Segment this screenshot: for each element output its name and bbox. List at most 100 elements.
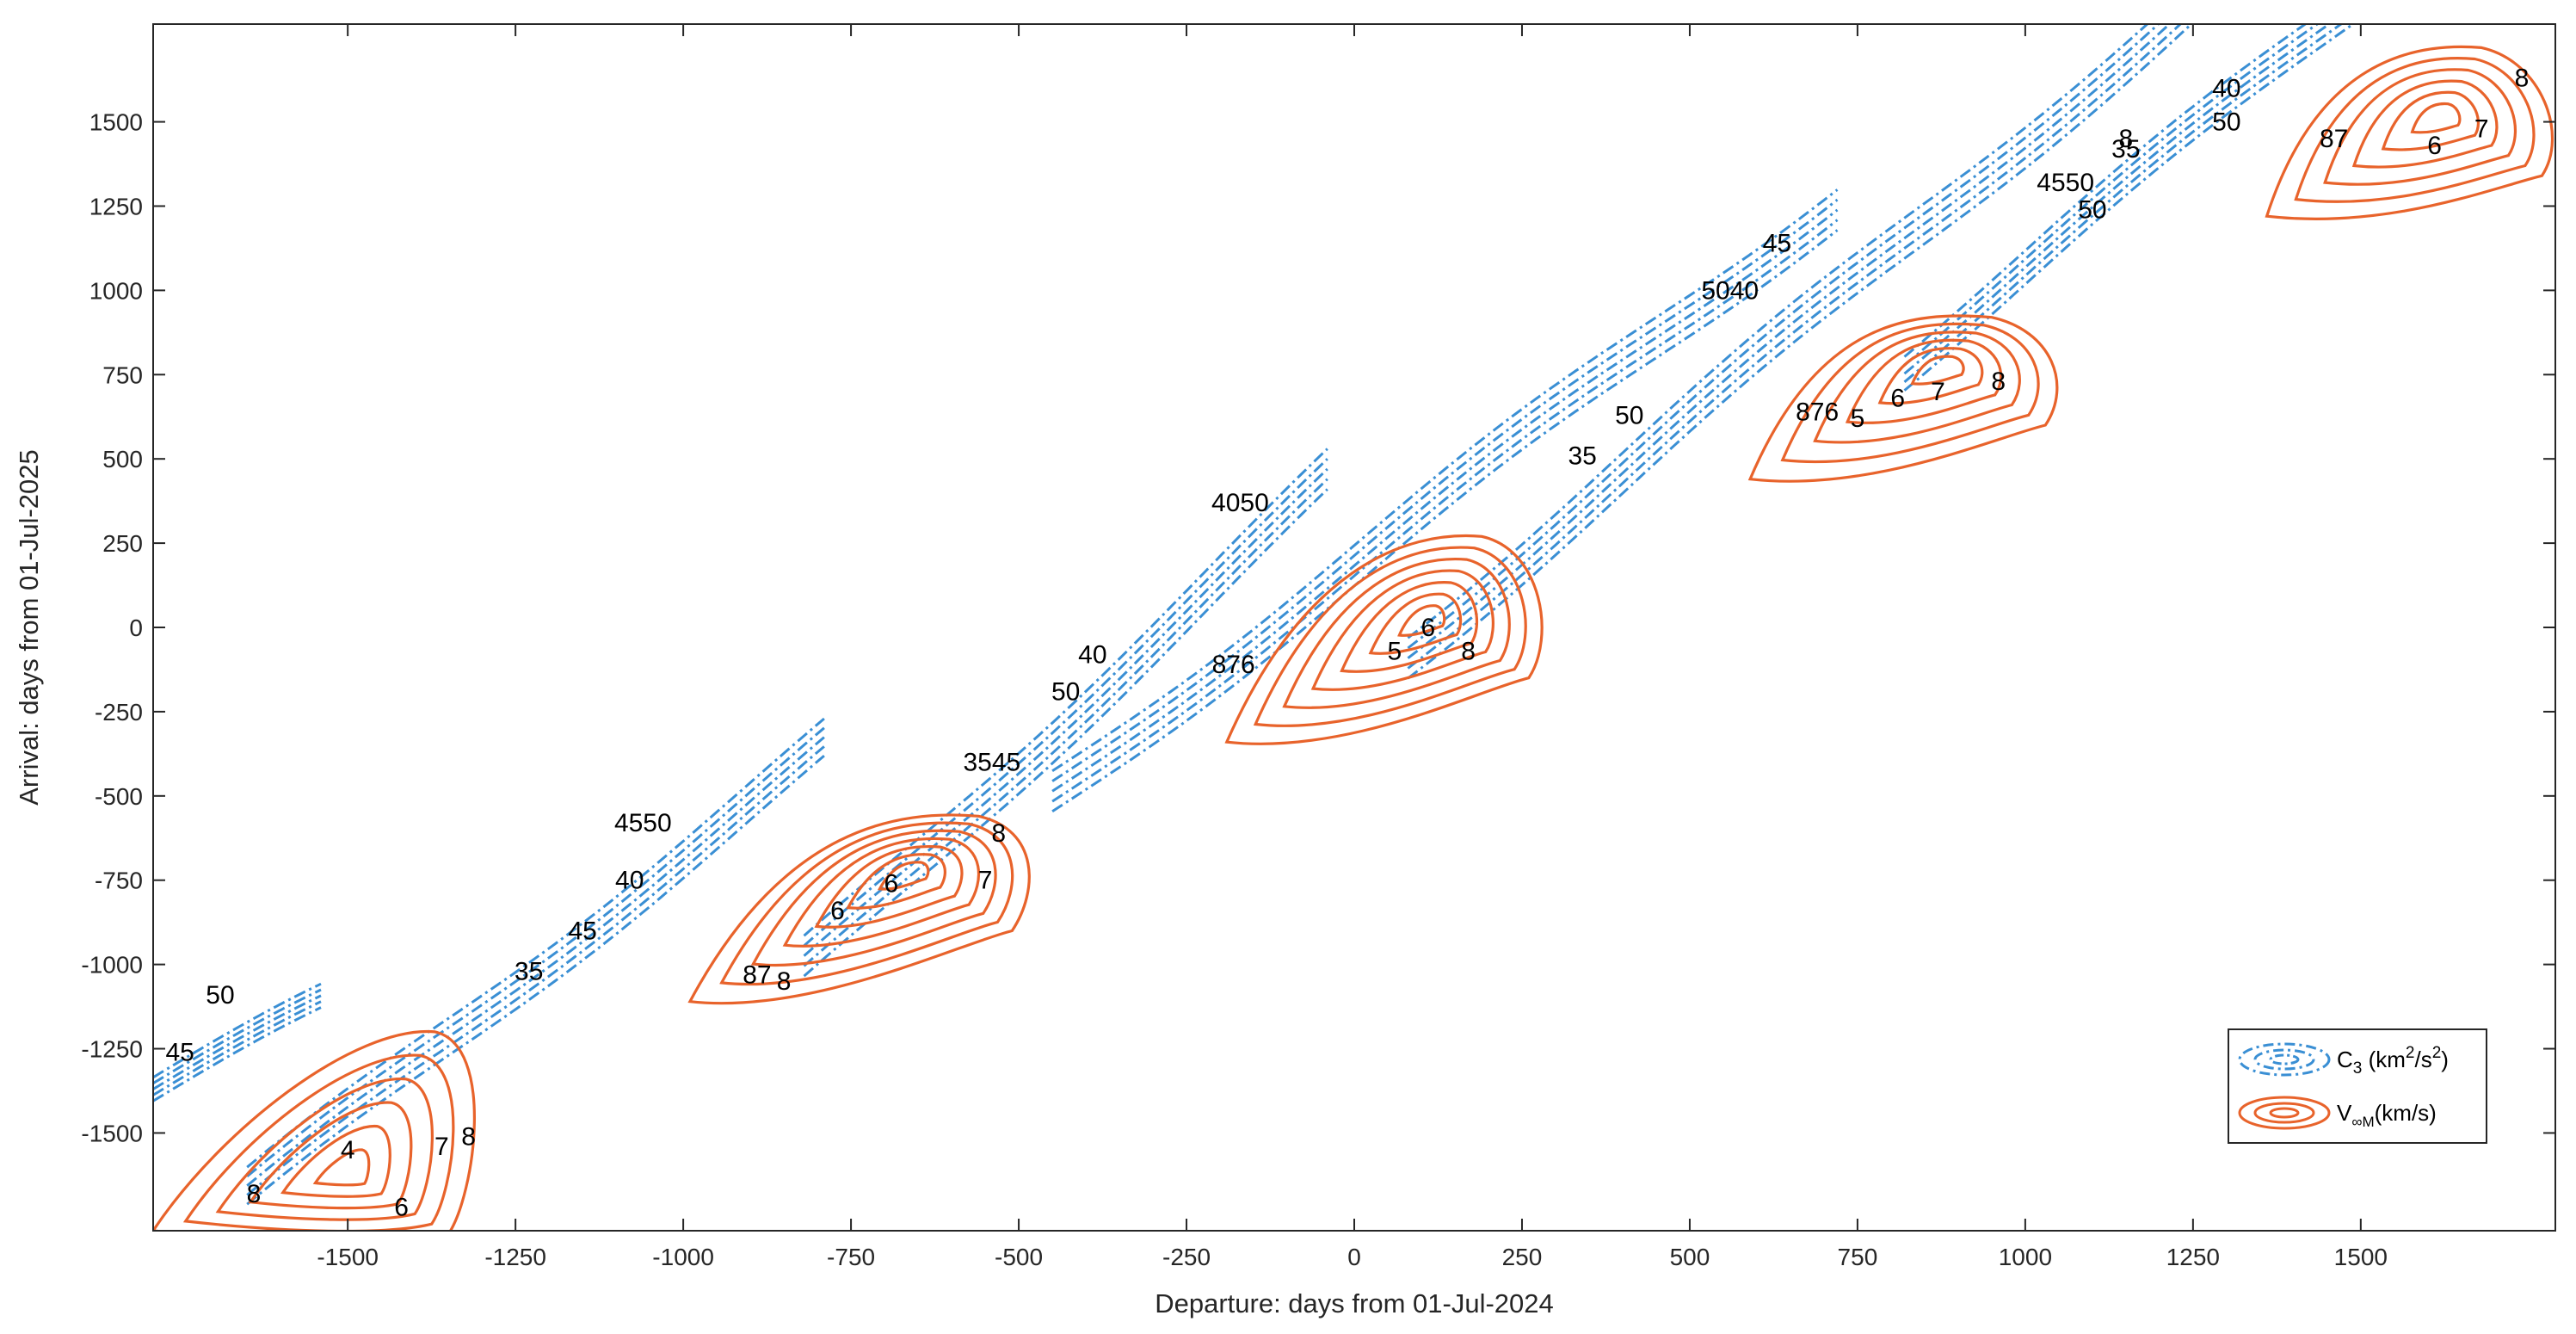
c3-contour-line (246, 736, 825, 1187)
vinf-contour-line (687, 813, 1031, 1005)
vinf-contour-line (2294, 57, 2536, 203)
c3-contour-line (803, 488, 1328, 978)
c3-contour-line (1407, 24, 2160, 650)
c3-contour-line (1051, 229, 1839, 813)
c3-contour-label: 4550 (614, 809, 672, 837)
y-tick-label: 1000 (89, 277, 143, 304)
c3-contour-line (1051, 198, 1839, 782)
vinf-contour-line (215, 1078, 434, 1221)
c3-contour-line (1051, 188, 1839, 773)
vinf-contour-label: 6 (1890, 385, 1905, 413)
c3-contour-line (803, 448, 1328, 937)
vinf-contour-label: 8 (1991, 367, 2006, 396)
vinf-contour-label: 7 (434, 1133, 449, 1161)
x-axis-ticks: -1500 -1250 -1000 -750 -500 -250 0 250 500 750 100… (317, 24, 2388, 1270)
c3-contour-label: 50 (2212, 108, 2240, 137)
legend-vinf-label: V∞M(km/s) (2337, 1100, 2437, 1130)
vinf-contour-line (1368, 592, 1463, 655)
vinf-contour-line (153, 1030, 476, 1231)
c3-contour-line (1903, 24, 2344, 383)
c3-contour-line (1051, 208, 1839, 793)
c3-contour-line (153, 1000, 322, 1096)
vinf-contour-line (280, 1124, 391, 1198)
x-tick-label: -1500 (317, 1244, 379, 1270)
x-tick-label: 1500 (2334, 1244, 2388, 1270)
vinf-contour-label: 8 (2119, 125, 2134, 153)
vinf-contour-line (1282, 557, 1511, 709)
vinf-contour-line (2323, 68, 2517, 186)
vinf-contour-line (1224, 534, 1544, 745)
x-tick-label: -500 (995, 1244, 1043, 1270)
c3-contour-label: 50 (1051, 677, 1080, 706)
c3-contour-line (1903, 24, 2332, 375)
c3-contour-label: 4050 (1211, 489, 1269, 517)
c3-contour-line (1407, 24, 2183, 670)
c3-contour-line (246, 726, 825, 1178)
vinf-contour-line (2381, 90, 2480, 151)
c3-contour-line (1051, 219, 1839, 803)
vinf-contour-label: 5 (1851, 405, 1865, 433)
y-tick-label: 250 (102, 530, 143, 557)
vinf-contour-lines (153, 45, 2554, 1231)
vinf-contour-label: 8 (991, 819, 1006, 848)
vinf-contour-label: 7 (1931, 378, 1945, 406)
vinf-contour-line (1910, 355, 1965, 386)
c3-contour-label: 5040 (1701, 276, 1759, 305)
c3-contour-label: 45 (1763, 230, 1791, 258)
vinf-contour-label: 6 (394, 1194, 409, 1222)
c3-contour-label: 50 (206, 981, 234, 1010)
vinf-contour-label: 8 (777, 967, 792, 996)
x-tick-label: 250 (1502, 1244, 1543, 1270)
y-tick-label: -500 (95, 783, 143, 810)
legend: C3 (km2/s2) V∞M(km/s) (2228, 1028, 2487, 1144)
vinf-contour-line (1397, 604, 1446, 637)
c3-contour-label: 40 (615, 867, 644, 895)
c3-contour-line (153, 982, 322, 1079)
vinf-contour-line (1877, 347, 1984, 405)
y-tick-label: -1250 (81, 1036, 143, 1063)
c3-contour-label: 50 (2078, 195, 2106, 224)
x-tick-label: 750 (1838, 1244, 1878, 1270)
x-tick-label: -250 (1162, 1244, 1211, 1270)
c3-contour-line (153, 1006, 322, 1102)
vinf-contour-line (1340, 581, 1479, 673)
vinf-contour-label: 876 (1212, 651, 1255, 679)
c3-contour-line (1407, 24, 2194, 680)
vinf-contour-line (750, 829, 997, 967)
vinf-contour-line (182, 1053, 455, 1231)
legend-c3-swatch (2238, 1042, 2331, 1077)
c3-contour-label: 35 (515, 957, 543, 985)
c3-contour-line (1407, 24, 2172, 659)
vinf-contour-label: 8 (2515, 65, 2530, 93)
vinf-contour-label: 87 (2320, 125, 2348, 153)
vinf-contour-label: 7 (978, 867, 993, 895)
c3-contour-line (153, 988, 322, 1084)
legend-vinf-swatch (2238, 1096, 2331, 1130)
c3-contour-label: 35 (2111, 135, 2140, 164)
vinf-contour-line (2410, 102, 2462, 134)
x-tick-label: -1250 (484, 1244, 546, 1270)
y-tick-label: -1500 (81, 1120, 143, 1146)
y-axis-ticks: -1500-1250-1000-750-500-2500250500750100… (81, 109, 2555, 1146)
c3-contour-label: 50 (1615, 401, 1643, 429)
c3-contour-label: 40 (1078, 640, 1106, 669)
c3-contour-label: 45 (568, 917, 596, 945)
x-tick-label: 0 (1347, 1244, 1361, 1270)
vinf-contour-line (814, 844, 964, 929)
c3-contour-label: 4550 (2037, 169, 2094, 197)
vinf-contour-line (312, 1148, 371, 1187)
vinf-contour-line (719, 821, 1014, 986)
c3-contour-lines (153, 24, 2356, 1206)
vinf-contour-line (1845, 338, 2003, 424)
y-tick-label: 0 (129, 615, 143, 641)
c3-contour-label: 40 (2212, 74, 2240, 102)
y-tick-label: 1500 (89, 109, 143, 136)
legend-box (2228, 1028, 2487, 1144)
vinf-contour-line (782, 837, 980, 948)
x-tick-label: 1250 (2166, 1244, 2220, 1270)
c3-contour-line (803, 478, 1328, 967)
legend-c3-label: C3 (km2/s2) (2337, 1044, 2449, 1078)
x-tick-label: -1000 (652, 1244, 714, 1270)
c3-contour-line (803, 467, 1328, 957)
